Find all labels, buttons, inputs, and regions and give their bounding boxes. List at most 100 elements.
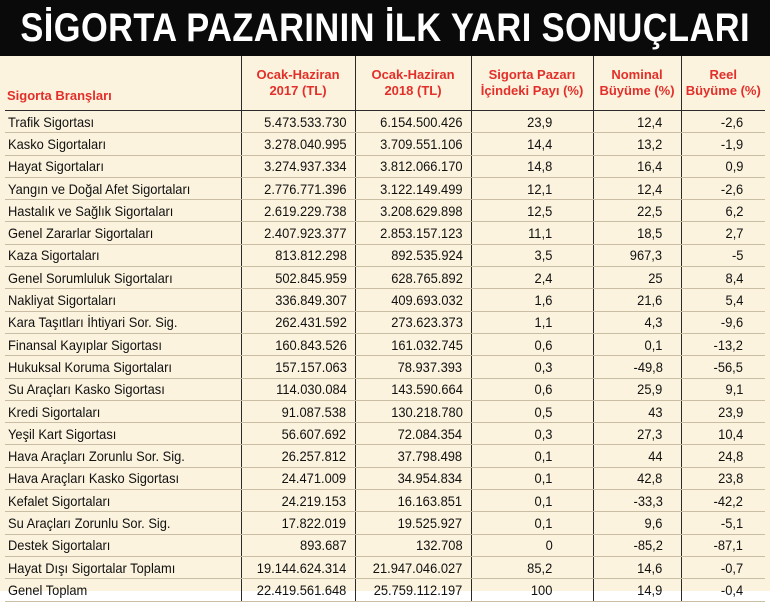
real-growth: -1,9 [720, 135, 743, 152]
real-growth: 6,2 [725, 202, 743, 219]
market-share: 100 [531, 581, 553, 598]
value-2018: 3.812.066.170 [380, 158, 463, 175]
market-share-cell: 0,1 [470, 444, 593, 468]
table-row: Kasko Sigortaları 3.278.040.995 3.709.551.… [5, 132, 765, 156]
nominal-growth: 44 [648, 448, 663, 465]
real-growth: -5 [731, 247, 743, 264]
value-2018-cell: 3.122.149.499 [354, 177, 471, 201]
nominal-growth: 4,3 [644, 314, 663, 331]
value-2017: 336.849.307 [274, 292, 347, 309]
nominal-growth: 27,3 [637, 425, 663, 442]
real-growth-cell: -0,4 [680, 578, 765, 602]
market-share: 2,4 [534, 269, 553, 286]
value-2017: 24.219.153 [282, 492, 347, 509]
value-2017-cell: 157.157.063 [240, 355, 355, 379]
value-2018: 19.525.927 [398, 514, 463, 531]
header-market-share-line: Sigorta Pazarı [488, 67, 576, 82]
header-2017: Ocak-Haziran 2017 (TL) [240, 56, 355, 111]
header-2017-line: Ocak-Haziran [256, 67, 340, 82]
market-share: 1,6 [534, 292, 553, 309]
real-growth-cell: -0,7 [680, 556, 765, 580]
nominal-growth-cell: 14,6 [592, 556, 681, 580]
value-2017-cell: 2.619.229.738 [240, 199, 355, 223]
value-2017-cell: 336.849.307 [240, 288, 355, 312]
real-growth-cell: 24,8 [680, 444, 765, 468]
table-row: Hayat Dışı Sigortalar Toplamı 19.144.624.… [5, 556, 765, 580]
branch-name: Hastalık ve Sağlık Sigortaları [8, 202, 174, 219]
real-growth-cell: -2,6 [680, 177, 765, 201]
branch-name-cell: Hastalık ve Sağlık Sigortaları [5, 199, 241, 223]
value-2018: 21.947.046.027 [372, 559, 463, 576]
value-2017-cell: 262.431.592 [240, 311, 355, 334]
market-share-cell: 0,5 [470, 400, 593, 424]
value-2018-cell: 16.163.851 [354, 489, 471, 513]
nominal-growth-cell: -85,2 [592, 534, 681, 557]
market-share: 14,8 [527, 158, 553, 175]
header-2017-line: 2017 (TL) [269, 83, 327, 98]
header-market-share-line: İçindeki Payı (%) [480, 83, 584, 98]
nominal-growth-cell: 25,9 [592, 378, 681, 401]
market-share: 85,2 [527, 559, 553, 576]
value-2018: 273.623.373 [390, 314, 463, 331]
branch-name: Genel Toplam [8, 581, 88, 598]
value-2018-cell: 6.154.500.426 [354, 110, 471, 134]
market-share: 0 [545, 537, 553, 554]
real-growth-cell: -13,2 [680, 333, 765, 357]
market-share-cell: 23,9 [470, 110, 593, 134]
real-growth: -2,6 [720, 180, 743, 197]
value-2018: 130.218.780 [390, 403, 463, 420]
value-2017-cell: 24.219.153 [240, 489, 355, 513]
value-2017: 2.619.229.738 [264, 202, 347, 219]
table-row: Kara Taşıtları İhtiyari Sor. Sig. 262.431… [5, 311, 765, 334]
real-growth: -5,1 [720, 514, 743, 531]
header-branch: Sigorta Branşları [5, 56, 241, 111]
real-growth-cell: 10,4 [680, 422, 765, 446]
header-2018: Ocak-Haziran 2018 (TL) [354, 56, 471, 111]
value-2018-cell: 37.798.498 [354, 444, 471, 468]
nominal-growth-cell: 21,6 [592, 288, 681, 312]
value-2018: 25.759.112.197 [373, 581, 463, 598]
value-2018-cell: 72.084.354 [354, 422, 471, 446]
table-row: Su Araçları Zorunlu Sor. Sig. 17.822.019 1… [5, 511, 765, 535]
real-growth-cell: -1,9 [680, 132, 765, 156]
value-2018: 161.032.745 [390, 336, 463, 353]
nominal-growth: 967,3 [630, 247, 663, 264]
nominal-growth-cell: 44 [592, 444, 681, 468]
branch-name-cell: Nakliyat Sigortaları [5, 288, 241, 312]
real-growth: 5,4 [725, 292, 743, 309]
market-share: 23,9 [527, 113, 553, 130]
real-growth-cell: -5 [680, 244, 765, 268]
real-growth: 0,9 [725, 158, 743, 175]
header-branch-line: Sigorta Branşları [7, 88, 112, 103]
nominal-growth: 25 [648, 269, 663, 286]
market-share: 0,3 [534, 358, 553, 375]
table-row: Genel Zararlar Sigortaları 2.407.923.377 2… [5, 221, 765, 245]
branch-name: Hayat Sigortaları [8, 158, 104, 175]
value-2017-cell: 813.812.298 [240, 244, 355, 268]
value-2018-cell: 25.759.112.197 [354, 578, 471, 602]
value-2018-cell: 143.590.664 [354, 378, 471, 401]
market-share-cell: 100 [470, 578, 593, 602]
branch-name: Kredi Sigortaları [8, 403, 101, 420]
value-2017: 3.278.040.995 [264, 135, 347, 152]
branch-name: Genel Zararlar Sigortaları [8, 225, 154, 242]
branch-name-cell: Yangın ve Doğal Afet Sigortaları [5, 177, 241, 201]
header-real-growth-line: Reel [709, 67, 737, 82]
table-body: Trafik Sigortası 5.473.533.730 6.154.500.4… [5, 110, 765, 602]
value-2018-cell: 2.853.157.123 [354, 221, 471, 245]
header-nominal-growth-line: Nominal [611, 67, 663, 82]
branch-name-cell: Genel Zararlar Sigortaları [5, 221, 241, 245]
nominal-growth-cell: 0,1 [592, 333, 681, 357]
value-2017-cell: 26.257.812 [240, 444, 355, 468]
real-growth-cell: 6,2 [680, 199, 765, 223]
value-2018-cell: 628.765.892 [354, 266, 471, 290]
market-share: 3,5 [534, 247, 553, 264]
real-growth-cell: 0,9 [680, 155, 765, 178]
real-growth-cell: 9,1 [680, 378, 765, 401]
branch-name-cell: Hava Araçları Kasko Sigortası [5, 467, 241, 491]
nominal-growth-cell: -49,8 [592, 355, 681, 379]
nominal-growth-cell: 16,4 [592, 155, 681, 178]
market-share-cell: 0,6 [470, 378, 593, 401]
nominal-growth-cell: 12,4 [592, 177, 681, 201]
value-2018: 3.208.629.898 [380, 202, 463, 219]
